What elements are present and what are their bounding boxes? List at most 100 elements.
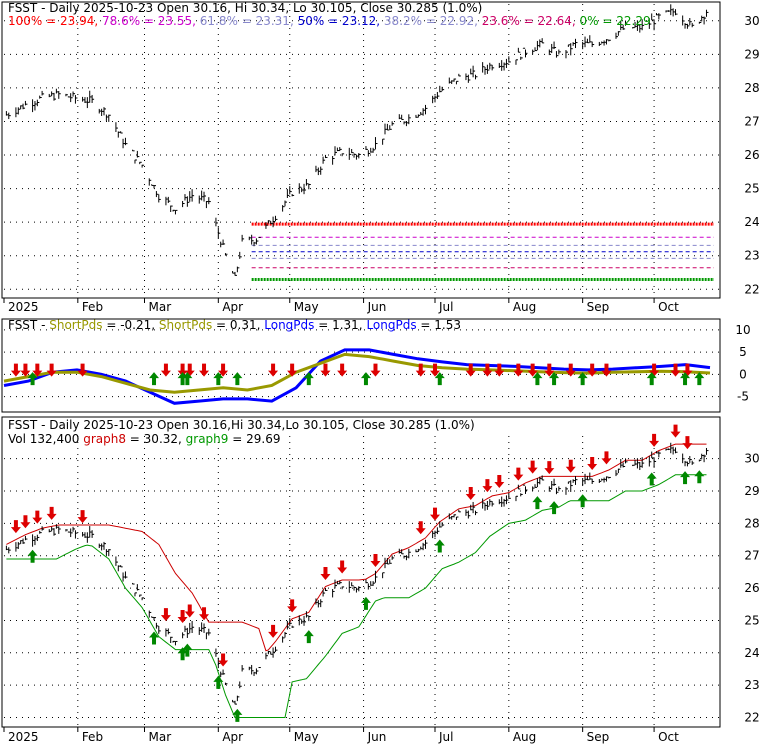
x-tick-label: Oct xyxy=(658,730,679,744)
price-y-axis-ticks: 30 29 28 27 26 25 24 23 22 xyxy=(744,14,759,297)
y-tick-label: 24 xyxy=(744,646,759,660)
x-tick-label: May xyxy=(294,300,319,314)
sell-arrow xyxy=(430,507,441,521)
y-tick-label: 30 xyxy=(744,452,759,466)
sell-arrow xyxy=(587,363,598,377)
sell-arrow xyxy=(415,521,426,535)
legend-run: = 1.31, xyxy=(314,318,366,332)
sell-arrow xyxy=(670,424,681,438)
x-tick-label: Sep xyxy=(587,300,610,314)
oscillator-arrows xyxy=(10,363,705,386)
legend-run: Vol 132,400 xyxy=(8,432,83,446)
sell-arrow xyxy=(177,609,188,623)
signal-arrows xyxy=(10,424,705,722)
y-tick-label: 10 xyxy=(735,323,750,337)
legend-run: 100% = 23.94, xyxy=(8,14,98,28)
y-tick-label: 29 xyxy=(744,484,759,498)
price-x-axis-ticks: 2025 Feb Mar Apr May Jun Jul Aug Sep Oct xyxy=(3,298,679,314)
buy-arrow xyxy=(303,630,314,644)
volume-panel-price-bars xyxy=(5,442,709,705)
buy-arrow xyxy=(27,372,38,386)
sell-arrow xyxy=(32,510,43,524)
sell-arrow xyxy=(465,487,476,501)
buy-arrow xyxy=(360,372,371,386)
legend-run: ShortPds xyxy=(49,318,102,332)
volume-panel-subtitle: Vol 132,400 graph8 = 30.32, graph9 = 29.… xyxy=(8,432,280,446)
sell-arrow xyxy=(370,363,381,377)
buy-arrow xyxy=(532,496,543,510)
legend-run: = 1.53 xyxy=(417,318,461,332)
buy-arrow xyxy=(149,631,160,645)
volume-price-panel-frame xyxy=(1,416,721,728)
buy-arrow xyxy=(149,372,160,386)
y-tick-label: 27 xyxy=(744,114,759,128)
sell-arrow xyxy=(199,607,210,621)
sell-arrow xyxy=(320,363,331,377)
legend-run: = 0.31, xyxy=(212,318,264,332)
legend-run: FSST - xyxy=(8,318,49,332)
sell-arrow xyxy=(287,363,298,377)
sell-arrow xyxy=(20,363,31,377)
volume-y-axis-ticks: 30 29 28 27 26 25 24 23 22 xyxy=(744,452,759,725)
sell-arrow xyxy=(46,363,57,377)
sell-arrow xyxy=(46,506,57,520)
sell-arrow xyxy=(465,363,476,377)
volume-panel-title: FSST - Daily 2025-10-23 Open 30.16,Hi 30… xyxy=(8,418,475,432)
legend-run: = 30.32, xyxy=(126,432,186,446)
sell-arrow xyxy=(670,363,681,377)
sell-arrow xyxy=(601,451,612,465)
sell-arrow xyxy=(430,363,441,377)
x-tick-label: Mar xyxy=(148,300,171,314)
legend-run: LongPds xyxy=(366,318,416,332)
sell-arrow xyxy=(160,608,171,622)
legend-run: = 29.69 xyxy=(228,432,280,446)
buy-arrow xyxy=(434,539,445,553)
x-tick-label: 2025 xyxy=(8,300,39,314)
sell-arrow xyxy=(199,363,210,377)
x-tick-label: May xyxy=(294,730,319,744)
sell-arrow xyxy=(682,436,693,450)
price-panel-frame xyxy=(1,1,721,299)
oscillator-panel-title: FSST - ShortPds = -0.21, ShortPds = 0.31… xyxy=(8,318,461,332)
legend-run: LongPds xyxy=(264,318,314,332)
buy-arrow xyxy=(532,372,543,386)
buy-arrow xyxy=(232,372,243,386)
y-tick-label: 0 xyxy=(739,367,747,381)
sell-arrow xyxy=(337,363,348,377)
x-tick-label: Apr xyxy=(222,730,243,744)
buy-arrow xyxy=(646,472,657,486)
sell-arrow xyxy=(513,363,524,377)
x-tick-label: Aug xyxy=(513,730,536,744)
fibonacci-legend: 100% = 23.94, 78.6% = 23.55, 61.8% = 23.… xyxy=(8,14,651,28)
sell-arrow xyxy=(565,459,576,473)
sell-arrow xyxy=(494,475,505,489)
buy-arrow xyxy=(182,643,193,657)
buy-arrow xyxy=(434,372,445,386)
sell-arrow xyxy=(77,363,88,377)
buy-arrow xyxy=(577,494,588,508)
x-tick-label: Jun xyxy=(367,300,387,314)
x-tick-label: Jul xyxy=(438,730,453,744)
y-tick-label: 26 xyxy=(744,581,759,595)
sell-arrow xyxy=(415,363,426,377)
legend-run: ShortPds xyxy=(159,318,212,332)
buy-arrow xyxy=(303,372,314,386)
y-tick-label: 28 xyxy=(744,516,759,530)
buy-arrow xyxy=(549,372,560,386)
sell-arrow xyxy=(544,461,555,475)
y-tick-label: 25 xyxy=(744,182,759,196)
fibonacci-lines xyxy=(251,222,714,282)
y-tick-label: 23 xyxy=(744,249,759,263)
legend-run: graph9 xyxy=(186,432,229,446)
sell-arrow xyxy=(482,363,493,377)
price-panel-title: FSST - Daily 2025-10-23 Open 30.16, Hi 3… xyxy=(8,1,482,15)
legend-run: 23.6% = 22.64, xyxy=(478,14,576,28)
y-tick-label: 30 xyxy=(744,14,759,28)
oscillator-y-axis-ticks: 10 5 0 -5 xyxy=(735,323,750,404)
buy-arrow xyxy=(577,372,588,386)
sell-arrow xyxy=(268,363,279,377)
x-tick-label: Sep xyxy=(587,730,610,744)
buy-arrow xyxy=(360,596,371,610)
sell-arrow xyxy=(177,363,188,377)
oscillator-panel-frame xyxy=(1,318,721,413)
